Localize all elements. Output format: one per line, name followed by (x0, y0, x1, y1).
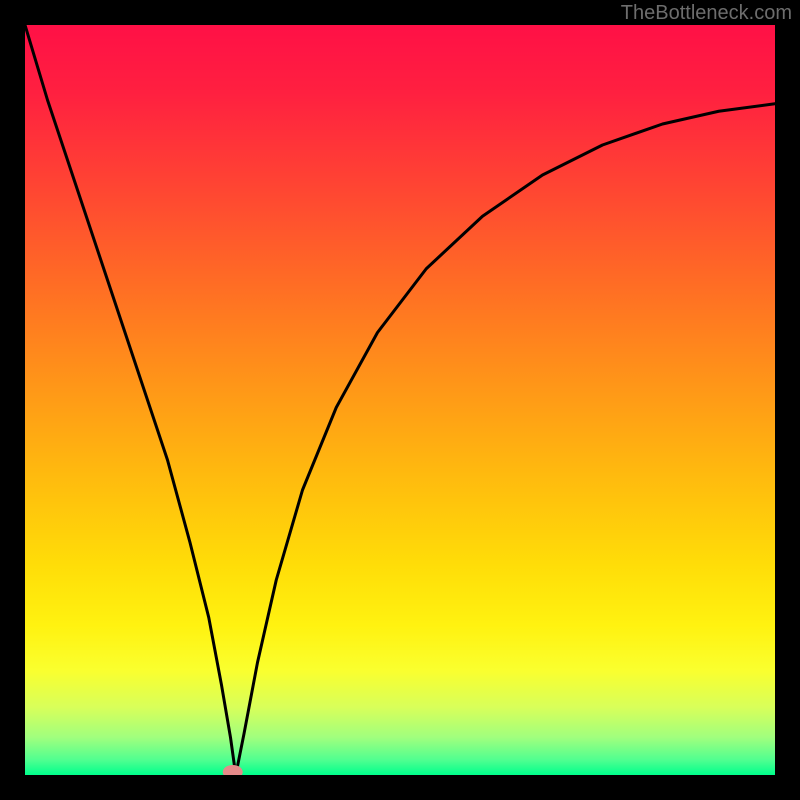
plot-svg (25, 25, 775, 775)
watermark-text: TheBottleneck.com (621, 2, 792, 25)
chart-frame: TheBottleneck.com (0, 0, 800, 800)
plot-area (25, 25, 775, 775)
gradient-background (25, 25, 775, 775)
